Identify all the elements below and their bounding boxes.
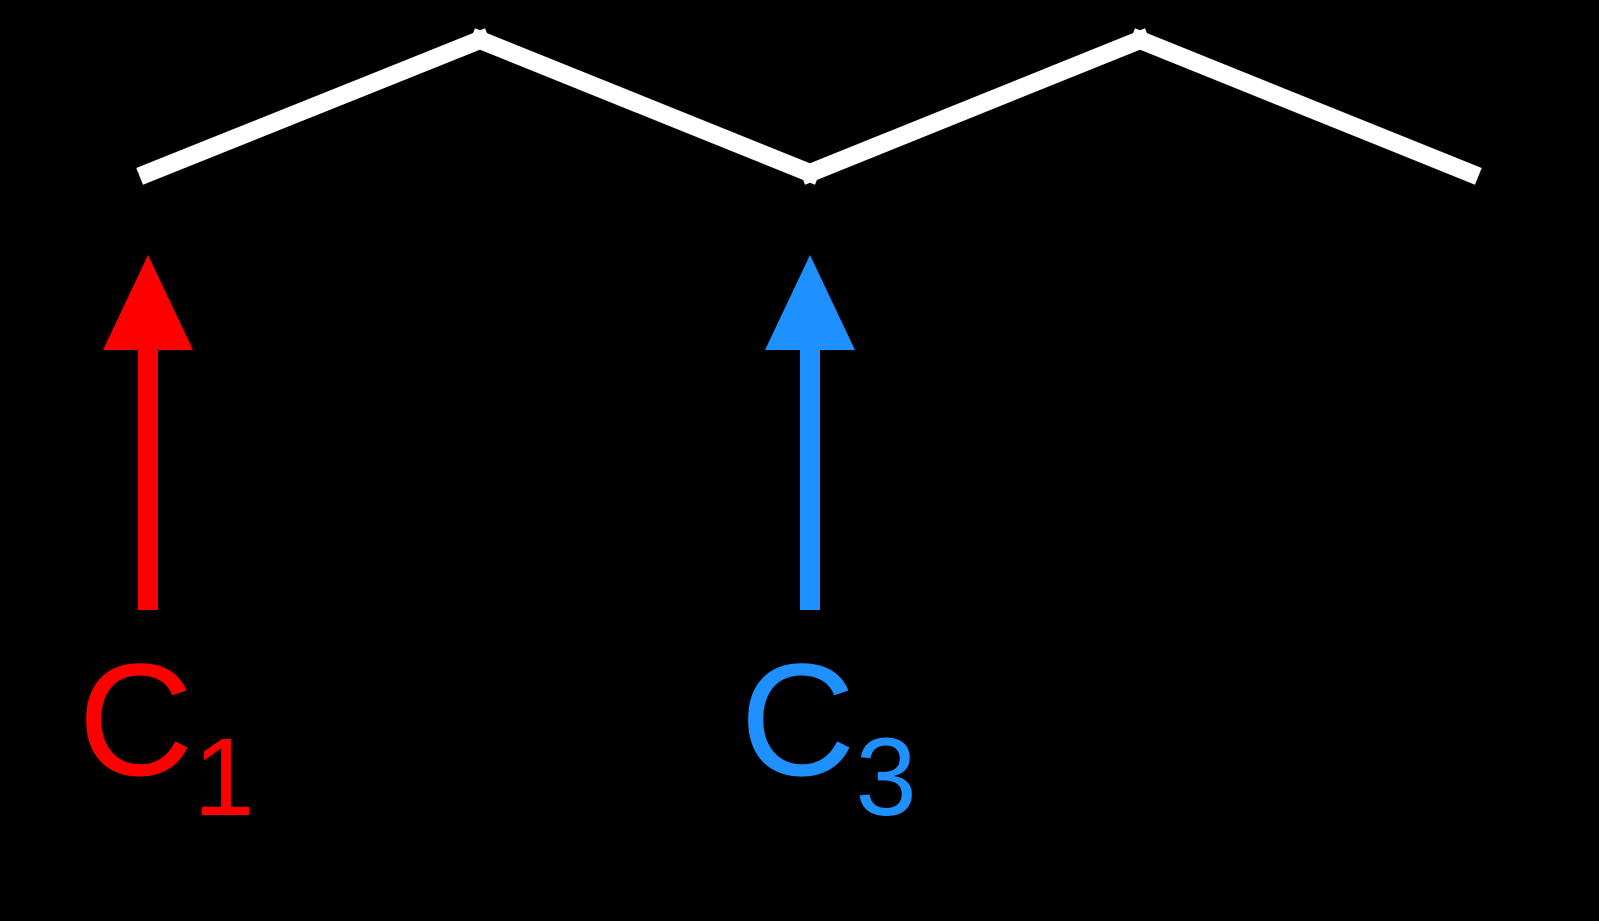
- label-c1-subscript: 1: [194, 716, 255, 839]
- arrow-c1: [103, 255, 193, 610]
- bond: [1140, 40, 1470, 173]
- bond: [148, 40, 480, 173]
- label-c3-letter: C: [740, 630, 856, 809]
- arrow-c3: [765, 255, 855, 610]
- label-c3-subscript: 3: [856, 716, 917, 839]
- label-c1: C1: [78, 640, 255, 800]
- label-c3: C3: [740, 640, 917, 800]
- bond: [480, 40, 810, 173]
- bond: [810, 40, 1140, 173]
- label-c1-letter: C: [78, 630, 194, 809]
